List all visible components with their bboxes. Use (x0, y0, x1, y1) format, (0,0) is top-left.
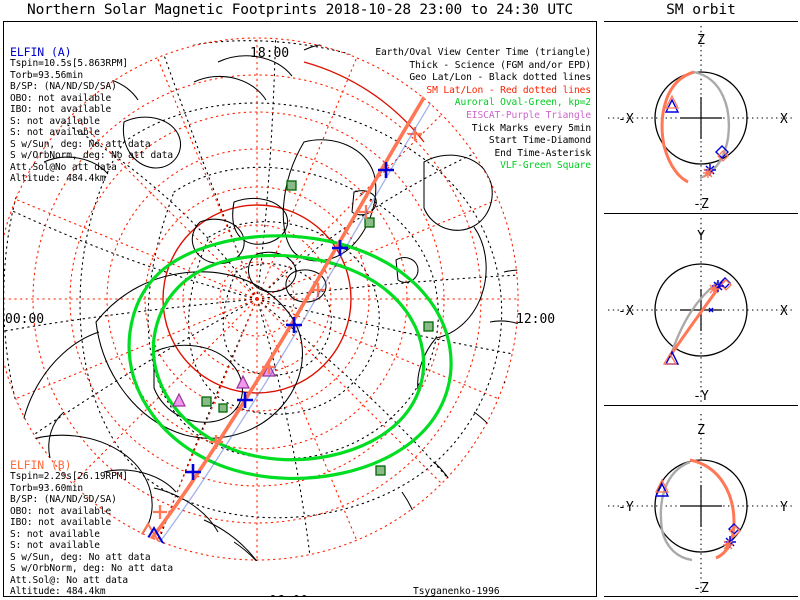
auroral-oval (127, 234, 453, 480)
elfin-b-line-6: S: not available (10, 540, 100, 552)
legend-item-6: Tick Marks every 5min (471, 122, 591, 134)
orbit-markers-xz (664, 94, 729, 178)
legend-item-8: End Time-Asterisk (494, 147, 592, 159)
earth-circle-xz (654, 71, 748, 165)
elfin-b-line-7: S w/Sun, deg: No att data (10, 551, 151, 563)
elfin-a-line-3: OBO: not available (10, 92, 112, 104)
elfin-b-line-10: Altitude: 484.4km (10, 585, 106, 597)
sm-grid-lines (4, 37, 519, 561)
orbit-view-yz: Z -Z -Y Y (604, 405, 798, 597)
orbit-axis-label-x-xy: X (780, 304, 788, 319)
mlt-label-left: 00:00 (5, 312, 45, 327)
orbit-panel-title: SM orbit (666, 2, 736, 18)
elfin-a-line-2: B/SP: (NA/ND/SD/SA) (10, 81, 117, 93)
orbit-view-xz: Z -Z -X X (604, 21, 798, 213)
legend-item-5: EISCAT-Purple Triangle (466, 109, 591, 121)
legend-item-1: Thick - Science (FGM and/or EPD) (409, 59, 591, 71)
elfin-a-line-5: S: not available (10, 115, 100, 127)
elfin-a-line-0: Tspin=10.5s[5.863RPM] (10, 58, 129, 70)
elfin-a-line-9: Att.Sol@No att data (10, 161, 117, 173)
legend-item-3: SM Lat/Lon - Red dotted lines (426, 84, 591, 96)
plot-legend: Earth/Oval View Center Time (triangle) T… (375, 47, 591, 173)
orbit-axis-label-z-xz: Z (697, 33, 705, 48)
orbit-axis-label-negy-yz: -Y (618, 500, 634, 515)
orbit-axis-label-negx-xy: -X (618, 304, 634, 319)
orbit-center-cross-yz (680, 485, 722, 527)
mlt-label-top: 18:00 (250, 46, 290, 61)
elfin-a-line-7: S w/Sun, deg: No att data (10, 138, 151, 150)
elfin-a-info-block: ELFIN (A) Tspin=10.5s[5.863RPM] Torb=93.… (10, 45, 173, 184)
orbit-track-gray-xz (693, 70, 730, 180)
orbit-axes-yz (608, 414, 794, 596)
legend-item-2: Geo Lat/Lon - Black dotted lines (409, 72, 591, 84)
elfin-b-label: ELFIN (B) (10, 458, 72, 472)
mlt-label-bottom: 06:00 (269, 594, 308, 596)
orbit-center-cross-xz (680, 97, 722, 139)
footer-credits: Tsyganenko-1996 Created: Sun Jan 29 09:2… (413, 586, 596, 597)
sm-inner-ring (162, 204, 352, 394)
orbit-axis-label-x-xz: X (780, 112, 788, 127)
elfin-b-line-9: Att.Sol@: No att data (10, 574, 129, 586)
polar-plot-canvas (4, 37, 519, 561)
legend-item-0: Earth/Oval View Center Time (triangle) (375, 47, 591, 58)
eiscat-triangles (172, 362, 276, 407)
earth-circle-yz (654, 459, 748, 553)
elfin-b-line-3: OBO: not available (10, 505, 112, 517)
sm-orbit-column: Z -Z -X X (604, 0, 798, 600)
page-title: Northern Solar Magnetic Footprints 2018-… (27, 2, 573, 18)
mlt-label-right: 12:00 (516, 312, 556, 327)
orbit-axis-label-negz-yz: -Z (693, 581, 709, 596)
orbit-axis-label-y-xy: Y (697, 229, 705, 244)
orbit-track-elfin-xz (660, 70, 695, 184)
elfin-b-line-5: S: not available (10, 528, 100, 540)
orbit-track-elfin-yz (689, 458, 736, 560)
model-name: Tsyganenko-1996 (413, 586, 500, 597)
main-polar-plot: ELFIN (A) Tspin=10.5s[5.863RPM] Torb=93.… (3, 21, 597, 597)
orbit-markers-yz (654, 478, 741, 550)
orbit-view-xy: Y -Y -X X (604, 213, 798, 405)
elfin-b-line-8: S w/OrbNorm, deg: No att data (10, 563, 173, 575)
elfin-a-line-6: S: not available (10, 127, 100, 139)
earth-circle-xy (654, 263, 748, 357)
elfin-a-track (151, 37, 473, 553)
legend-item-7: Start Time-Diamond (488, 135, 591, 147)
legend-item-9: VLF-Green Square (500, 160, 591, 172)
elfin-a-line-4: IBO: not available (10, 104, 112, 116)
elfin-b-line-4: IBO: not available (10, 517, 112, 529)
elfin-a-line-8: S w/OrbNorm, deg: No att data (10, 150, 173, 162)
orbit-axis-label-negx-xz: -X (618, 112, 634, 127)
elfin-a-line-10: Altitude: 484.4km (10, 172, 106, 184)
elfin-b-line-0: Tspin=2.29s[26.19RPM] (10, 471, 129, 483)
elfin-b-line-1: Torb=93.60min (10, 482, 84, 494)
orbit-markers-xy (662, 277, 732, 365)
orbit-axis-label-negz-xz: -Z (693, 197, 709, 212)
elfin-b-line-2: B/SP: (NA/ND/SD/SA) (10, 494, 117, 506)
elfin-a-label: ELFIN (A) (10, 45, 72, 59)
orbit-track-gray-yz (659, 460, 693, 562)
orbit-axis-label-negy-xy: -Y (693, 389, 709, 404)
vlf-squares (201, 180, 434, 476)
elfin-a-line-1: Torb=93.56min (10, 69, 84, 81)
legend-item-4: Auroral Oval-Green, kp=2 (454, 97, 591, 109)
orbit-axis-label-z-yz: Z (697, 423, 705, 438)
elfin-b-info-block: ELFIN (B) Tspin=2.29s[26.19RPM] Torb=93.… (10, 458, 173, 597)
orbit-axis-label-y-yz: Y (780, 500, 788, 515)
